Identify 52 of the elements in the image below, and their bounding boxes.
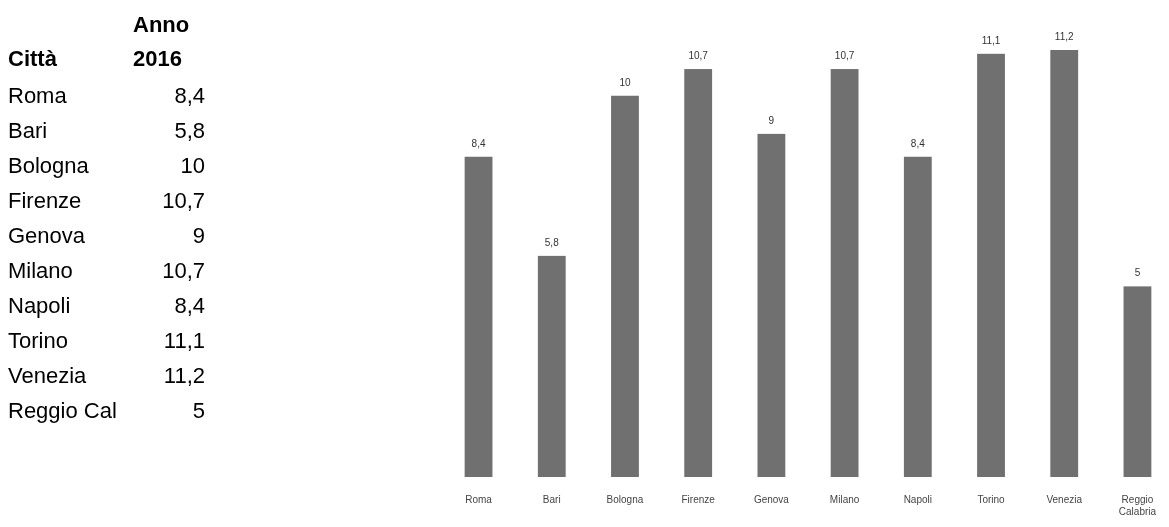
bar: [537, 255, 566, 477]
x-tick-label: Bari: [542, 494, 561, 505]
category-label: Roma: [8, 83, 68, 108]
category-label: Bari: [8, 118, 48, 143]
text: 10: [180, 153, 205, 178]
text: 9: [192, 223, 205, 248]
bar: [757, 133, 786, 477]
x-tick-label: Genova: [753, 494, 790, 505]
bar: [611, 95, 639, 477]
bar: [684, 69, 713, 477]
data-label: 11,1: [981, 34, 1001, 46]
text: 11,2: [163, 363, 205, 388]
category-label: Torino: [8, 328, 68, 353]
data-label: 10,7: [688, 50, 709, 62]
bar: [1123, 286, 1152, 477]
text: 10,7: [162, 258, 205, 283]
category-label: Reggio Cal: [8, 398, 117, 423]
data-label: 10,7: [834, 50, 855, 62]
x-tick-label: Firenze: [681, 494, 716, 505]
data-label: 5,8: [544, 236, 560, 248]
text: Anno 2016: [133, 12, 190, 71]
category-label: Milano: [8, 258, 73, 283]
text: Città: [8, 46, 58, 71]
category-label: Napoli: [8, 293, 71, 318]
text: 8,4: [174, 293, 205, 318]
bar: [1050, 50, 1079, 477]
data-label: 8,4: [471, 137, 486, 149]
text: 10,7: [162, 188, 205, 213]
data-label: 8,4: [910, 137, 926, 149]
data-label: 11,2: [1054, 31, 1075, 42]
x-tick-label: Venezia: [1046, 494, 1083, 505]
category-label: Firenze: [8, 188, 82, 213]
data-label: 5: [1134, 267, 1141, 279]
bar: [830, 69, 859, 477]
text: 11,1: [163, 328, 205, 353]
text: 5,8: [174, 118, 205, 143]
x-tick-label: Roma: [465, 494, 493, 505]
x-tick-label: Bologna: [606, 494, 644, 505]
x-tick-label: Torino: [977, 494, 1006, 505]
bar: [977, 53, 1005, 477]
bar: [464, 156, 493, 477]
text: 5: [192, 398, 205, 423]
x-tick-label: Milano: [829, 494, 860, 505]
data-label: 10: [619, 76, 631, 88]
category-label: Genova: [8, 223, 86, 248]
text: 8,4: [174, 83, 205, 108]
x-tick-label: Reggio Calabria: [1118, 494, 1157, 517]
bar: [903, 156, 932, 477]
category-label: Bologna: [8, 153, 90, 178]
x-tick-label: Napoli: [903, 494, 932, 505]
category-label: Venezia: [8, 363, 88, 388]
data-label: 9: [768, 114, 775, 126]
